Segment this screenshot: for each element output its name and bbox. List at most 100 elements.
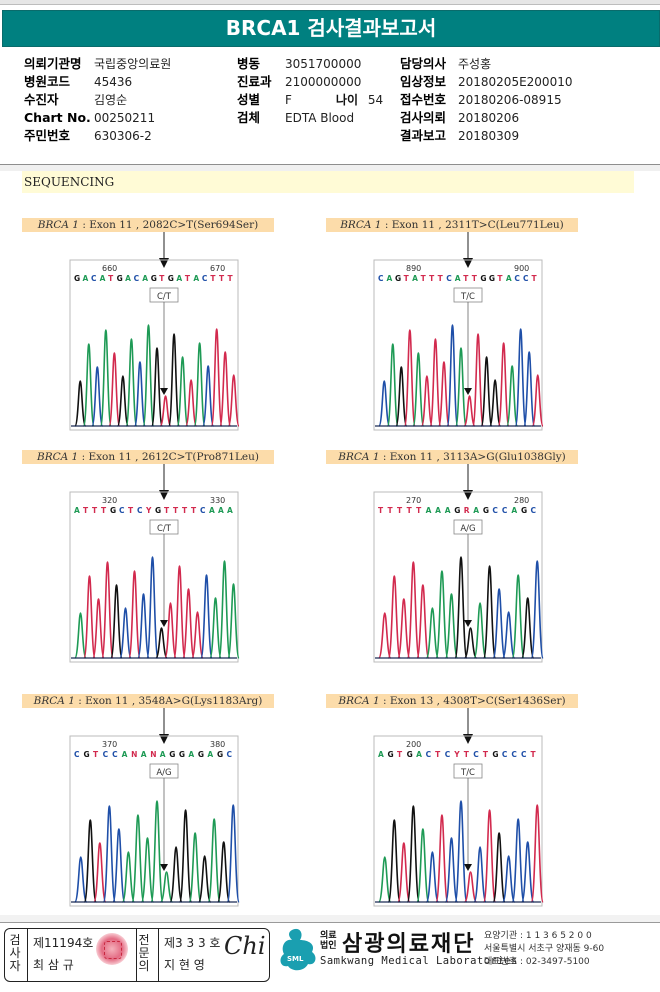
box-divider	[136, 929, 137, 981]
info-label: 수진자	[24, 92, 59, 107]
base-call: T	[531, 274, 537, 283]
trace-peak	[150, 800, 164, 903]
trace-peak	[454, 347, 468, 427]
variant-description: : Exon 13 , 4308T>C(Ser1436Ser)	[379, 695, 566, 707]
base-call: G	[217, 750, 223, 759]
position-label-right: 280	[514, 496, 529, 505]
base-call: A	[506, 274, 512, 283]
trace-peak	[501, 855, 516, 903]
org-name-english: Samkwang Medical Laboratories	[320, 955, 518, 967]
base-call: T	[128, 506, 134, 515]
trace-peak	[140, 837, 155, 903]
trace-peak	[169, 846, 183, 903]
trace-peak	[406, 805, 421, 903]
trace-peak	[406, 561, 421, 659]
base-call: T	[435, 750, 441, 759]
base-call: T	[173, 506, 179, 515]
info-value: 00250211	[94, 111, 156, 125]
variant-caption: BRCA 1 : Exon 11 , 3113A>G(Glu1038Gly)	[326, 450, 578, 464]
genotype-call-label: C/T	[157, 524, 172, 534]
info-value: 김영순	[94, 93, 128, 107]
info-label: 담당의사	[400, 56, 447, 71]
trace-peak	[227, 374, 240, 427]
trace-peak	[412, 352, 425, 427]
position-label-left: 320	[102, 496, 117, 505]
specialist-label: 전문의	[138, 933, 150, 973]
trace-peak	[226, 804, 240, 903]
trace-peak	[386, 343, 399, 427]
trace-peak	[489, 379, 502, 427]
trace-peak	[397, 598, 411, 659]
trace-peak	[473, 846, 487, 903]
trace-peak	[454, 800, 468, 903]
base-call: G	[151, 274, 157, 283]
base-call: A	[445, 506, 451, 515]
org-type: 의료 법인	[320, 931, 337, 951]
position-label-left: 370	[102, 740, 117, 749]
info-value: 45436	[94, 75, 133, 89]
base-call: T	[159, 274, 165, 283]
org-name: 삼광의료재단	[342, 932, 476, 957]
base-call: A	[160, 750, 166, 759]
info-row-resident-no: 주민번호 630306-2	[24, 127, 171, 145]
base-call: T	[464, 750, 470, 759]
section-title: SEQUENCING	[22, 171, 634, 193]
trace-peak	[210, 328, 223, 427]
base-call: C	[103, 750, 109, 759]
trace-peak	[155, 627, 168, 659]
trace-peak	[74, 380, 87, 427]
info-label: 병동	[237, 56, 261, 71]
trace-frame	[373, 259, 543, 431]
position-label-right: 670	[210, 264, 225, 273]
trace-peak	[435, 570, 449, 659]
trace-peak	[397, 842, 411, 903]
trace-frame	[373, 735, 543, 907]
signature: Chi	[224, 932, 266, 960]
trace-peak	[482, 565, 497, 659]
base-call: T	[416, 506, 422, 515]
info-label: 임상정보	[400, 74, 447, 89]
variant-caption: BRCA 1 : Exon 13 , 4308T>C(Ser1436Ser)	[326, 694, 578, 708]
base-call: C	[502, 506, 508, 515]
trace-peak	[159, 871, 174, 903]
trace-peak	[121, 851, 136, 903]
header-divider	[0, 164, 660, 165]
base-call: A	[455, 274, 461, 283]
trace-peak	[82, 343, 95, 427]
trace-peak	[133, 361, 147, 427]
trace-peak	[116, 375, 129, 427]
trace-peak	[142, 324, 155, 427]
base-call: C	[200, 506, 206, 515]
position-label-left: 890	[406, 264, 421, 273]
org-type-line: 의료	[320, 931, 337, 941]
gene-name: BRCA 1	[36, 451, 79, 463]
trace-peak	[131, 814, 145, 903]
base-call: T	[429, 274, 435, 283]
trace-peak	[482, 809, 497, 903]
base-call: A	[193, 274, 199, 283]
variant-panel-3: BRCA 1 : Exon 11 , 2612C>T(Pro871Leu) 32…	[22, 450, 322, 680]
trace-peak	[425, 851, 440, 903]
base-call: A	[122, 750, 128, 759]
base-call: G	[117, 274, 123, 283]
info-row-patient-name: 수진자 김영순	[24, 91, 171, 109]
variant-marker-icon	[464, 620, 472, 627]
trace-peak	[108, 352, 121, 427]
base-call: C	[137, 506, 143, 515]
base-call: T	[210, 274, 216, 283]
base-call: C	[74, 750, 80, 759]
trace-frame	[69, 735, 239, 907]
variant-panel-4: BRCA 1 : Exon 11 , 3113A>G(Glu1038Gly) 2…	[326, 450, 626, 680]
base-call: A	[83, 274, 89, 283]
box-divider	[27, 929, 28, 981]
position-label-left: 660	[102, 264, 117, 273]
trace-peak	[501, 611, 516, 659]
trace-peak	[159, 395, 172, 427]
trace-peak	[197, 855, 212, 903]
base-call: A	[218, 506, 224, 515]
trace-peak	[531, 374, 544, 427]
base-call: A	[74, 506, 80, 515]
